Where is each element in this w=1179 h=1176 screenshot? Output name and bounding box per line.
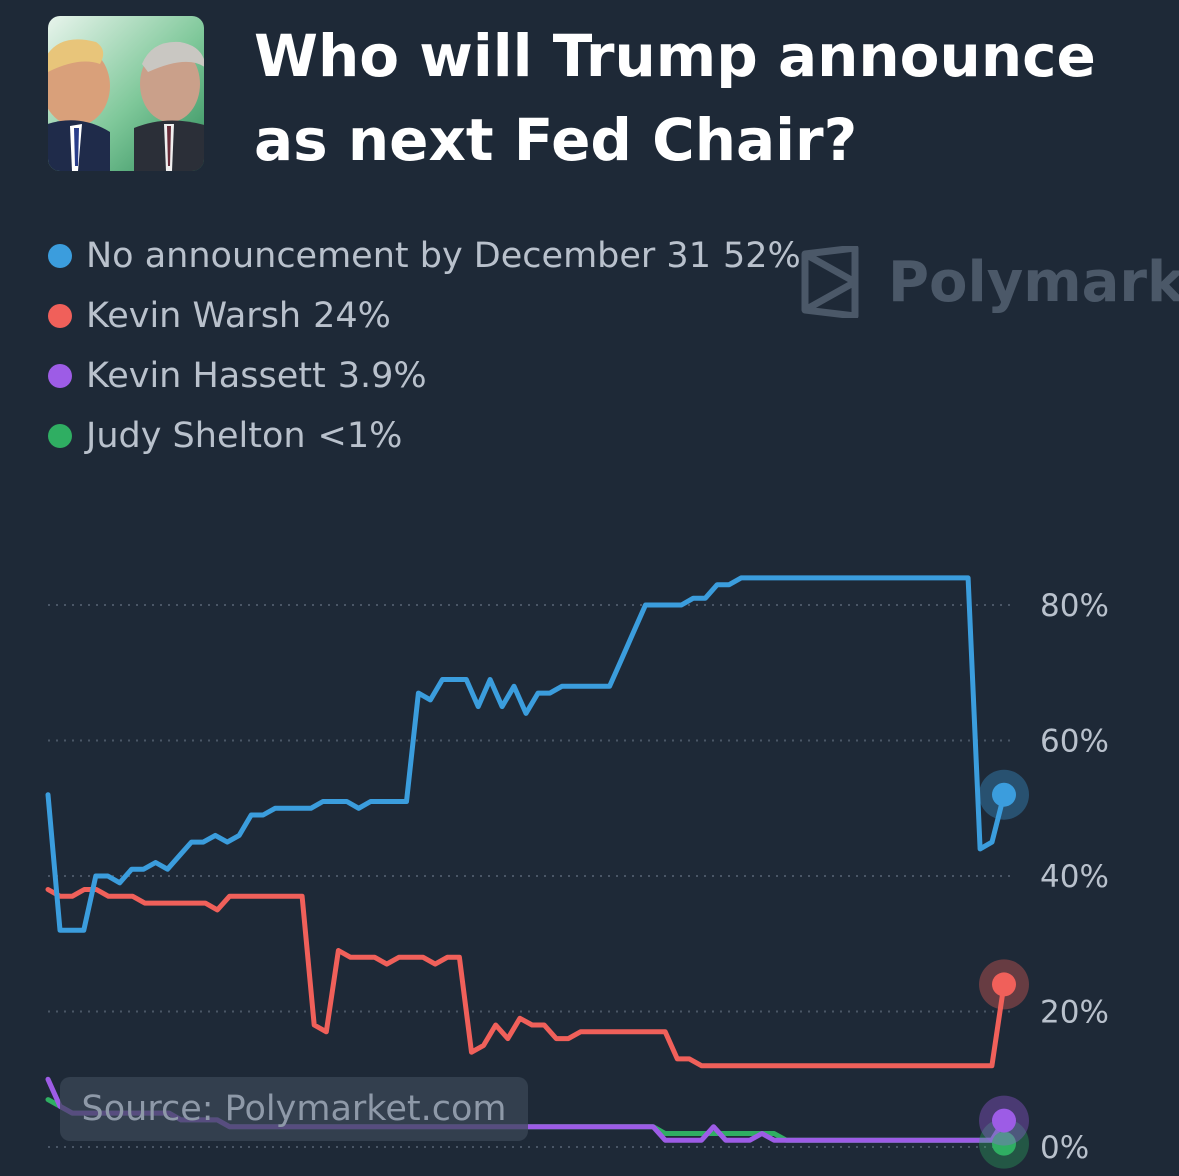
source-label: Source: Polymarket.com <box>60 1077 528 1141</box>
end-marker-1[interactable] <box>992 972 1016 997</box>
legend-dot-blue <box>48 244 72 268</box>
legend-series-name: Kevin Warsh <box>86 296 302 336</box>
legend-series-value: 24% <box>313 296 391 336</box>
legend-series-name: Judy Shelton <box>86 416 306 456</box>
chart-legend: No announcement by December 31 52% Kevin… <box>48 226 801 466</box>
watermark-text: Polymarke <box>888 249 1179 315</box>
end-marker-0[interactable] <box>992 782 1016 807</box>
y-tick-label: 40% <box>1040 859 1109 895</box>
polymarket-logo-icon <box>801 246 859 318</box>
legend-series-name: No announcement by December 31 <box>86 236 711 276</box>
legend-series-value: 3.9% <box>337 356 427 396</box>
legend-dot-green <box>48 424 72 448</box>
end-marker-2[interactable] <box>992 1108 1016 1133</box>
legend-dot-red <box>48 304 72 328</box>
y-axis-ticks: 0% 20% 40% 60% 80% <box>1040 588 1109 1166</box>
legend-item-kevin-warsh[interactable]: Kevin Warsh 24% <box>48 286 801 346</box>
series-line-1 <box>45 887 1007 1069</box>
end-marker-3[interactable] <box>992 1131 1016 1156</box>
y-tick-label: 20% <box>1040 995 1109 1031</box>
chart-end-markers <box>979 769 1029 1169</box>
legend-item-judy-shelton[interactable]: Judy Shelton <1% <box>48 406 801 466</box>
legend-dot-purple <box>48 364 72 388</box>
legend-series-name: Kevin Hassett <box>86 356 326 396</box>
polymarket-watermark: Polymarke <box>800 246 1179 318</box>
y-tick-label: 60% <box>1040 724 1109 760</box>
legend-item-kevin-hassett[interactable]: Kevin Hassett 3.9% <box>48 346 801 406</box>
page-title: Who will Trump announce as next Fed Chai… <box>254 22 1096 174</box>
chart-grid <box>48 604 1015 1148</box>
y-tick-label: 0% <box>1040 1130 1089 1166</box>
y-tick-label: 80% <box>1040 588 1109 624</box>
market-thumbnail <box>48 16 204 171</box>
legend-series-value: 52% <box>722 236 801 276</box>
market-thumbnail-image <box>48 16 204 171</box>
series-line-0 <box>45 575 1007 933</box>
legend-item-no-announcement[interactable]: No announcement by December 31 52% <box>48 226 801 286</box>
chart-series <box>45 575 1007 1147</box>
legend-series-value: <1% <box>317 416 403 456</box>
